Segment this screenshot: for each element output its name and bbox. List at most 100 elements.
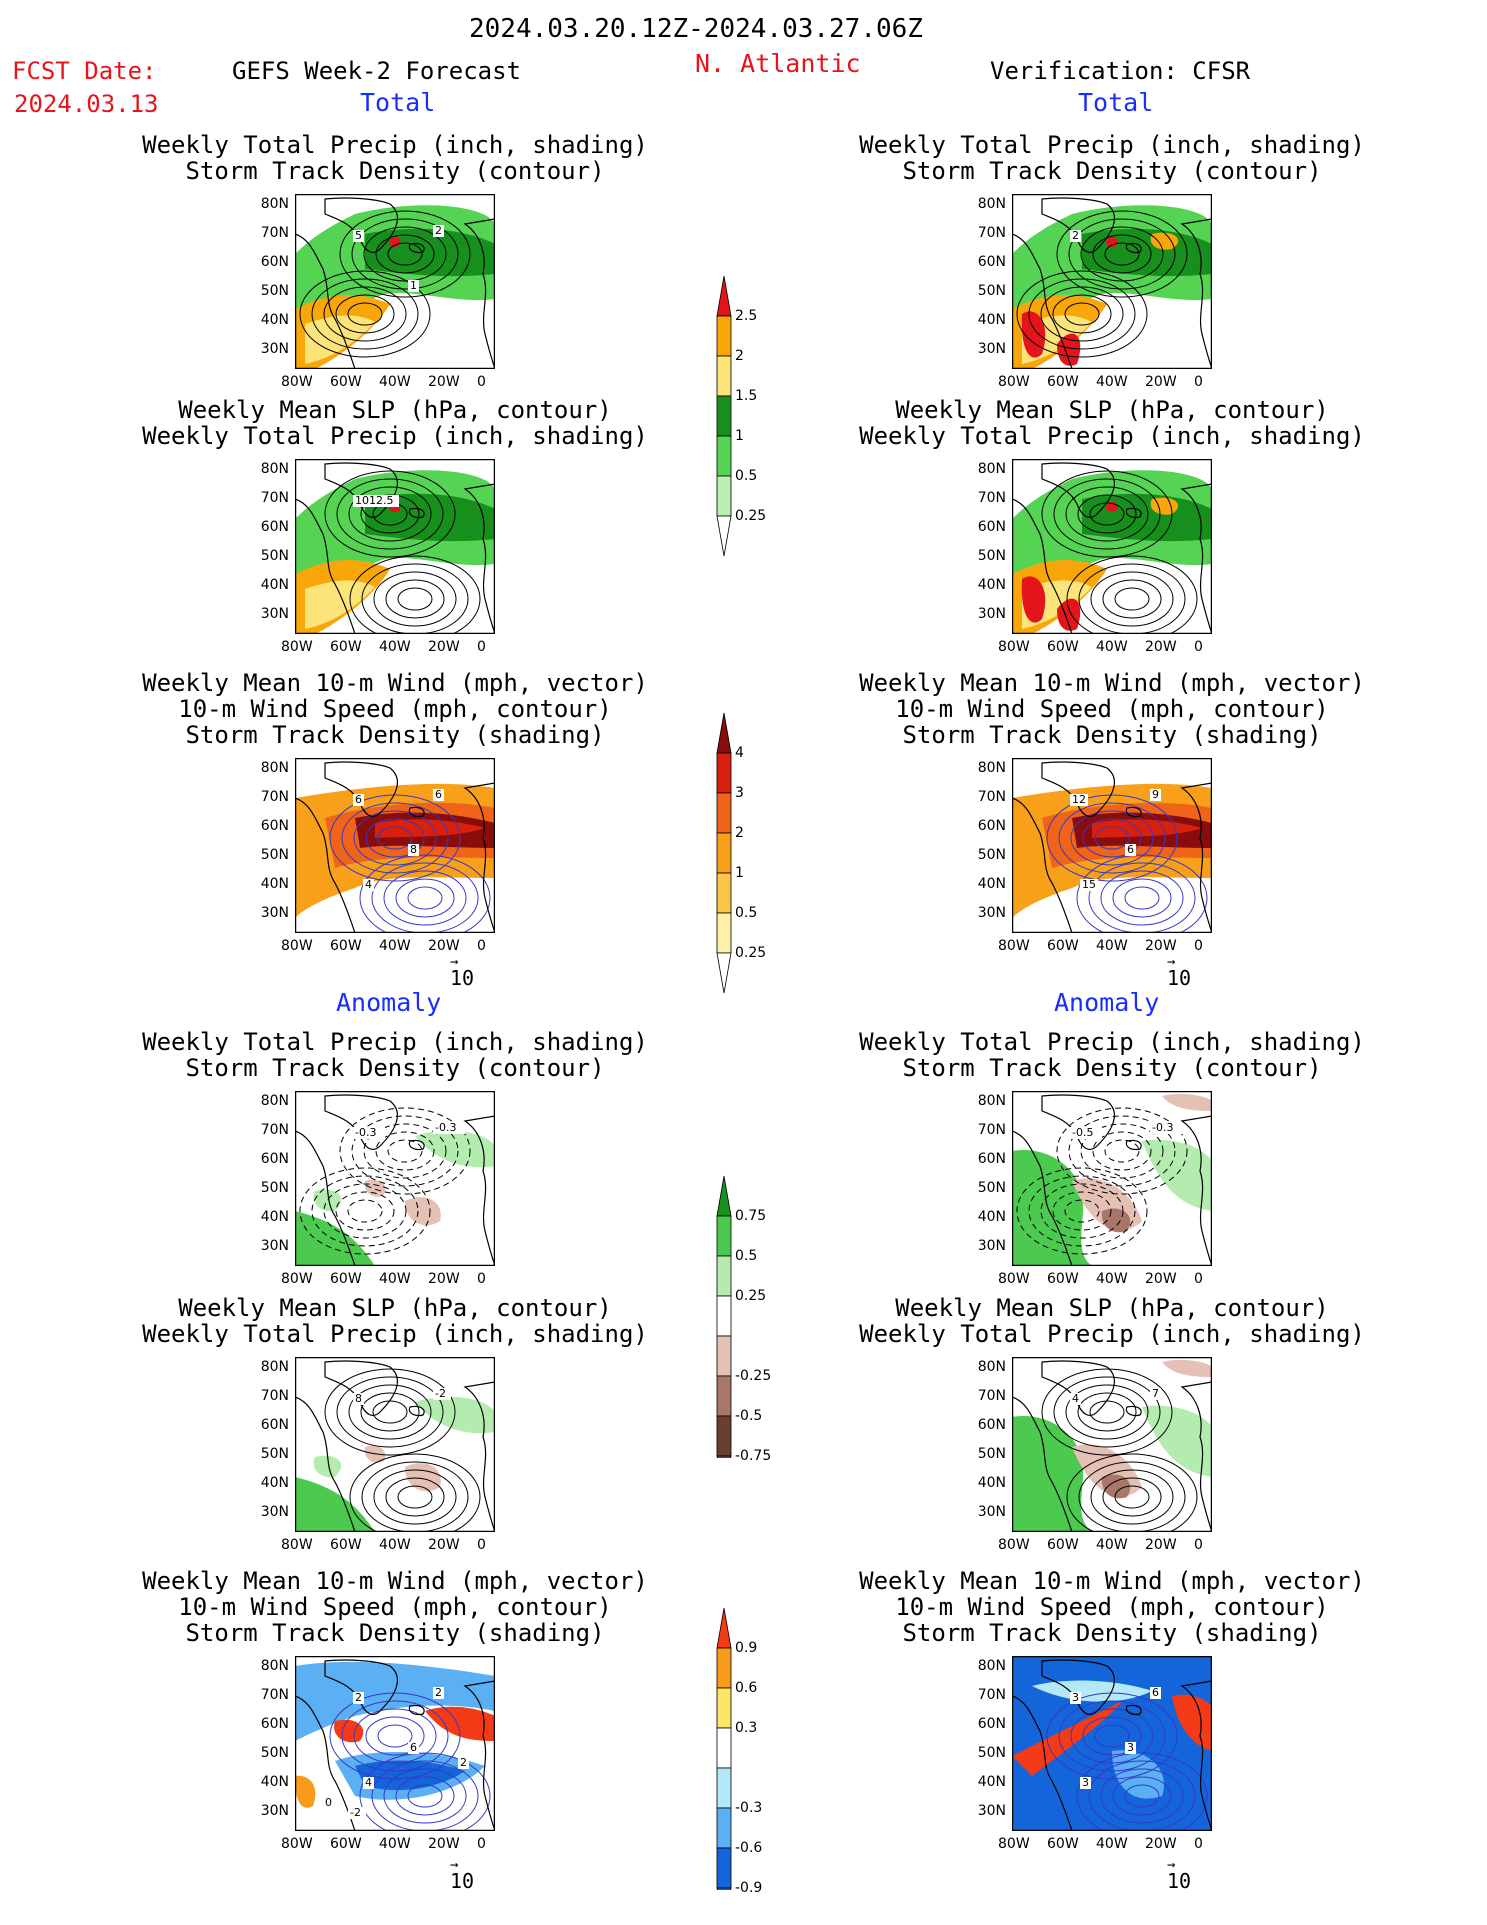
lat-tick-label: 70N (977, 1388, 1006, 1404)
vector-reference: → 10 (1167, 1857, 1192, 1893)
lon-tick-label: 20W (428, 639, 460, 655)
lon-tick-label: 80W (281, 1271, 313, 1287)
lon-tick-label: 20W (1145, 938, 1177, 954)
svg-text:6: 6 (1152, 1686, 1159, 1699)
map-plot: 8 -2 (295, 1357, 495, 1532)
lat-tick-label: 50N (977, 548, 1006, 564)
svg-text:6: 6 (355, 793, 362, 806)
panel-title-line: Storm Track Density (shading) (185, 721, 605, 749)
map-panel-fc-4: Weekly Mean SLP (hPa, contour) Weekly Tot… (142, 1295, 648, 1553)
colorbar-label: -0.25 (735, 1368, 772, 1384)
lat-tick-label: 30N (977, 905, 1006, 921)
fcst-date-value: 2024.03.13 (14, 90, 159, 118)
map-panel-vf-0: Weekly Total Precip (inch, shading) Storm… (859, 132, 1365, 390)
contour-label: 6 (433, 788, 444, 801)
lon-tick-label: 0 (477, 639, 486, 655)
svg-text:3: 3 (1072, 1691, 1079, 1704)
svg-text:-2: -2 (435, 1387, 446, 1400)
lat-tick-label: 30N (260, 905, 289, 921)
lon-tick-label: 80W (998, 1271, 1030, 1287)
map-panel-vf-2: Weekly Mean 10-m Wind (mph, vector) 10-m … (859, 670, 1365, 990)
lon-tick-label: 60W (1047, 1271, 1079, 1287)
lat-tick-label: 80N (260, 461, 289, 477)
lat-tick-label: 40N (260, 312, 289, 328)
contour-label: -0.3 (353, 1126, 385, 1139)
lon-tick-label: 60W (330, 639, 362, 655)
contour-label: 2 (433, 224, 444, 237)
map-plot: 6 6 8 4 (295, 758, 495, 933)
map-plot: 5 2 1 (295, 194, 495, 369)
lat-tick-label: 60N (260, 519, 289, 535)
lat-tick-label: 60N (260, 818, 289, 834)
contour-label: 2 (353, 1691, 364, 1704)
colorbar-label: -0.6 (735, 1840, 763, 1856)
map-panel-fc-0: Weekly Total Precip (inch, shading) Storm… (142, 132, 648, 390)
lat-tick-label: 60N (260, 1151, 289, 1167)
svg-text:8: 8 (355, 1392, 362, 1405)
lon-tick-label: 20W (1145, 639, 1177, 655)
svg-text:6: 6 (410, 1741, 417, 1754)
colorbar-label: 0.5 (735, 468, 758, 484)
lat-tick-label: 40N (260, 1774, 289, 1790)
lat-tick-label: 40N (977, 312, 1006, 328)
colorbar-label: -0.75 (735, 1448, 772, 1464)
lat-tick-label: 30N (260, 606, 289, 622)
panel-title-line: Storm Track Density (contour) (185, 1054, 605, 1082)
fcst-date-label: FCST Date: (12, 57, 157, 85)
lon-tick-label: 40W (379, 1537, 411, 1553)
lon-tick-label: 0 (1194, 938, 1203, 954)
lat-tick-label: 70N (260, 225, 289, 241)
verification-title: Verification: CFSR (990, 57, 1251, 85)
lat-tick-label: 60N (260, 1417, 289, 1433)
panel-title-line: Storm Track Density (shading) (902, 721, 1322, 749)
svg-text:3: 3 (1127, 1741, 1134, 1754)
contour-label: 4 (363, 1776, 374, 1789)
svg-text:8: 8 (410, 843, 417, 856)
lon-tick-label: 80W (281, 1836, 313, 1852)
lat-tick-label: 70N (260, 1388, 289, 1404)
lon-tick-label: 40W (1096, 1836, 1128, 1852)
svg-text:15: 15 (1082, 878, 1096, 891)
contour-label: -0.5 (1070, 1126, 1102, 1139)
panel-title-line: 10-m Wind Speed (mph, contour) (178, 1593, 612, 1621)
svg-text:3: 3 (1082, 1776, 1089, 1789)
lat-tick-label: 60N (977, 1716, 1006, 1732)
colorbar-label: -0.9 (735, 1880, 763, 1896)
lat-tick-label: 30N (260, 1803, 289, 1819)
contour-label: 1012.5 (353, 494, 399, 507)
svg-text:4: 4 (365, 1776, 372, 1789)
lat-tick-label: 60N (977, 254, 1006, 270)
lat-tick-label: 30N (977, 606, 1006, 622)
lat-tick-label: 70N (977, 1122, 1006, 1138)
lon-tick-label: 60W (330, 1537, 362, 1553)
lat-tick-label: 70N (977, 490, 1006, 506)
section-anomaly-verification: Anomaly (1054, 988, 1160, 1017)
lon-tick-label: 80W (998, 938, 1030, 954)
lat-tick-label: 60N (977, 818, 1006, 834)
colorbar-label: -0.3 (735, 1800, 763, 1816)
colorbar-label: 0.6 (735, 1680, 758, 1696)
period-title: 2024.03.20.12Z-2024.03.27.06Z (469, 14, 923, 44)
lon-tick-label: 40W (379, 1836, 411, 1852)
svg-text:2: 2 (460, 1756, 467, 1769)
colorbar-label: 2 (735, 825, 744, 841)
panel-title-line: Weekly Mean 10-m Wind (mph, vector) (859, 669, 1365, 697)
lat-tick-label: 40N (260, 1209, 289, 1225)
lat-tick-label: 80N (260, 1093, 289, 1109)
map-plot: 3 6 3 3 (1012, 1656, 1212, 1831)
panel-title-line: Weekly Total Precip (inch, shading) (859, 131, 1365, 159)
lon-tick-label: 0 (477, 1836, 486, 1852)
panel-title-line: Weekly Total Precip (inch, shading) (142, 1028, 648, 1056)
contour-label: 4 (1070, 1392, 1081, 1405)
lat-tick-label: 80N (977, 461, 1006, 477)
lon-tick-label: 20W (428, 374, 460, 390)
contour-label: 4 (363, 878, 374, 891)
lat-tick-label: 80N (977, 1093, 1006, 1109)
lat-tick-label: 70N (260, 1687, 289, 1703)
contour-label: 12 (1070, 793, 1088, 806)
lat-tick-label: 30N (977, 1803, 1006, 1819)
colorbar-total-storm-density (716, 712, 732, 994)
lon-tick-label: 80W (281, 938, 313, 954)
lon-tick-label: 80W (281, 1537, 313, 1553)
